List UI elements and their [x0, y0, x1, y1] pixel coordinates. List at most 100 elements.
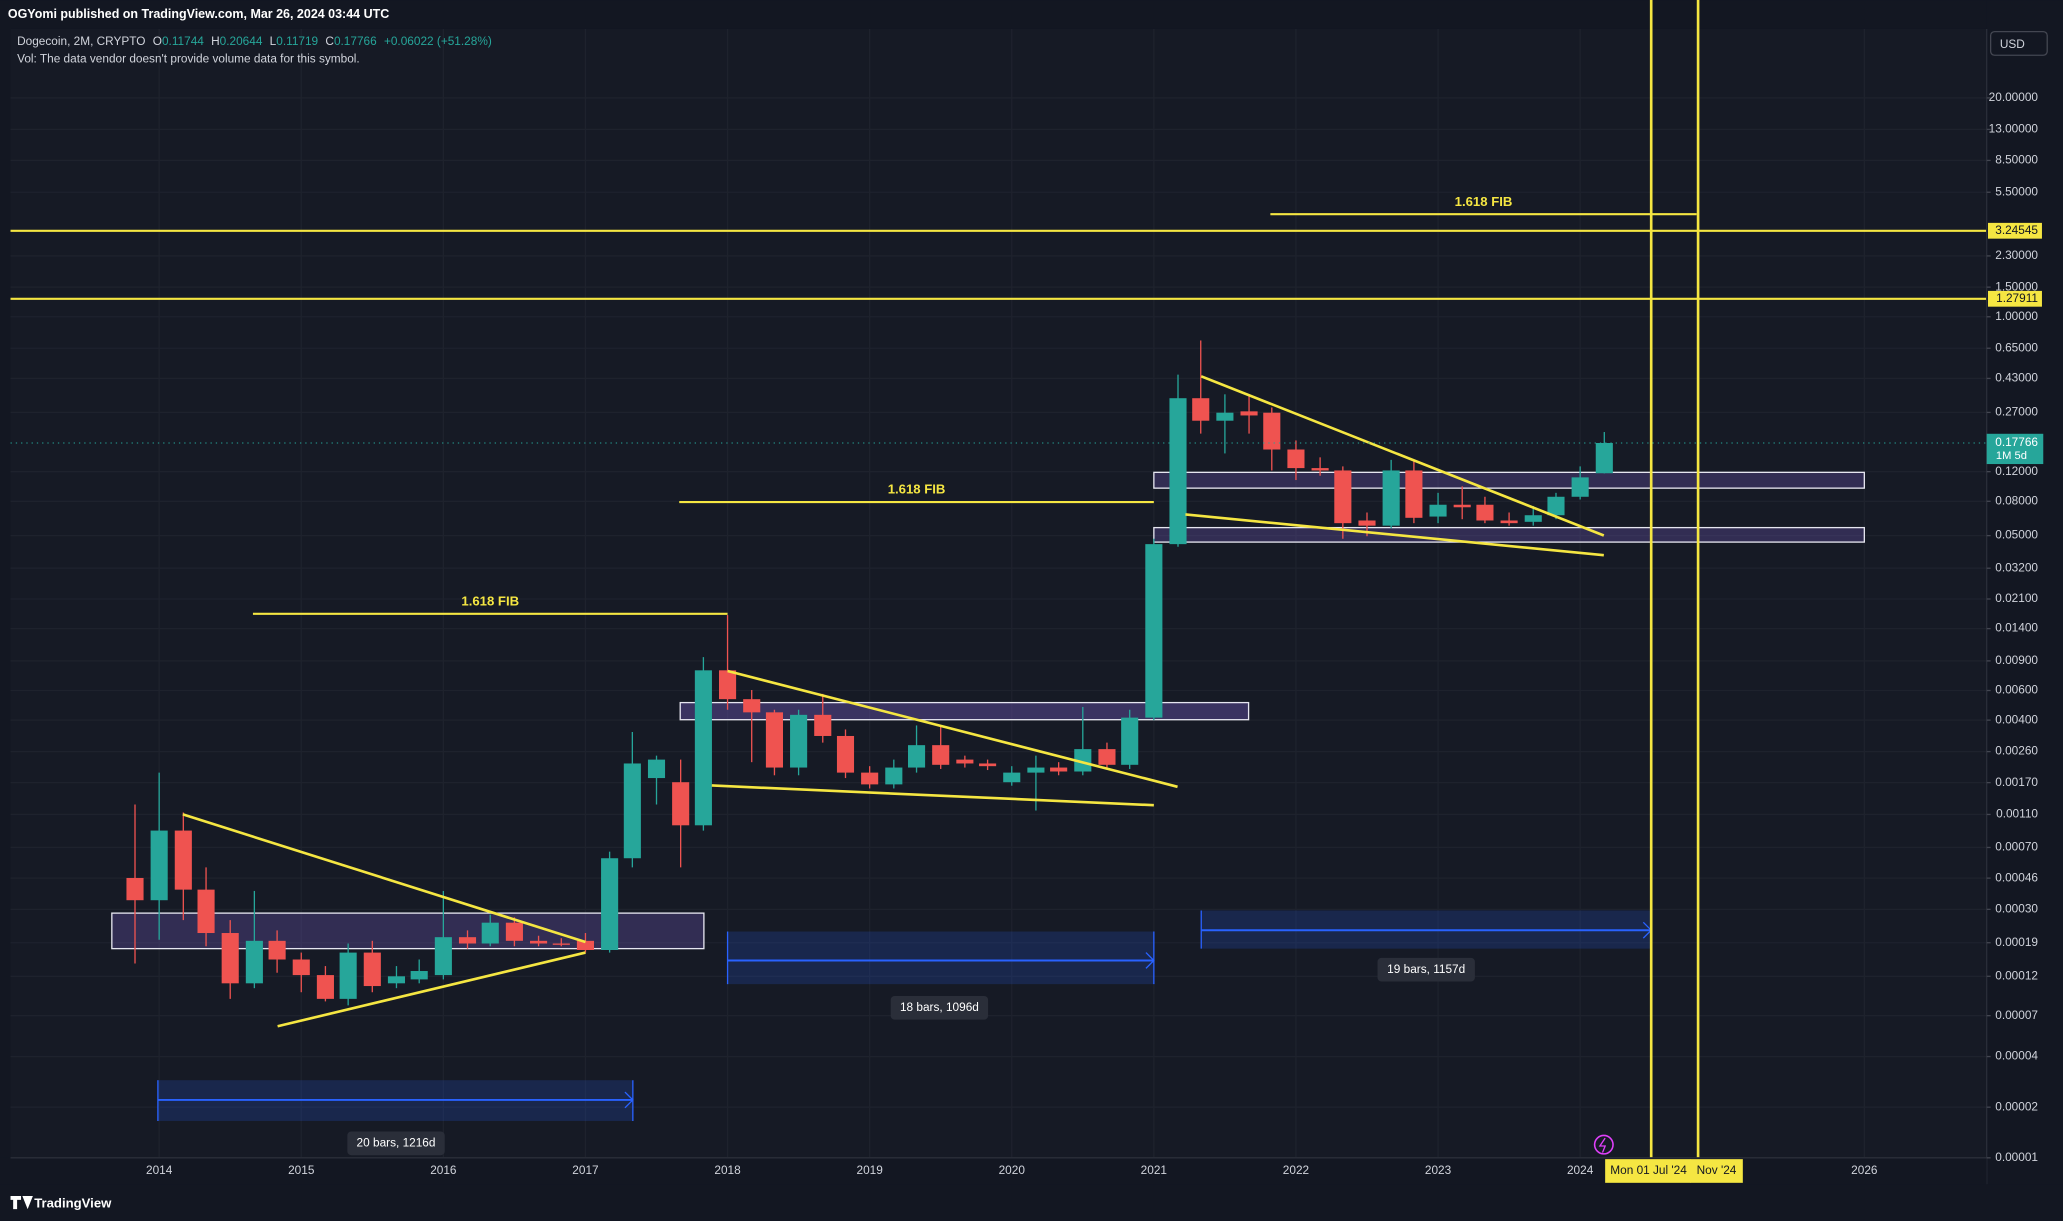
y-tick-label: 0.00046 [1995, 870, 2038, 884]
fib-label: 1.618 FIB [461, 593, 519, 608]
last-price: 0.17766 [1995, 435, 2038, 449]
symbol-legend: Dogecoin, 2M, CRYPTO O0.11744 H0.20644 L… [17, 34, 492, 48]
y-tick-label: 0.00019 [1995, 935, 2038, 949]
y-tick-label: 0.00030 [1995, 901, 2038, 915]
event-icon[interactable] [1593, 1134, 1614, 1155]
y-tick-label: 0.01400 [1995, 621, 2038, 635]
ohlc-letter: C [325, 34, 334, 48]
candle-body [1382, 470, 1400, 526]
candle-body [719, 670, 737, 700]
trendline [727, 669, 1178, 789]
candle-body [552, 943, 570, 945]
grid [10, 28, 1987, 1159]
price-label-box [1988, 290, 2042, 307]
trendline [1200, 375, 1605, 537]
x-tick-label: 2026 [1851, 1163, 1878, 1177]
time-label-box [1605, 1159, 1691, 1183]
candle-body [1074, 749, 1092, 772]
time-label: Nov '24 [1697, 1163, 1737, 1177]
candle-body [1027, 767, 1045, 773]
y-tick-label: 0.00170 [1995, 775, 2038, 789]
ohlc-letter: L [270, 34, 277, 48]
currency[interactable]: USD [2000, 37, 2025, 51]
y-tick-label: 0.00012 [1995, 968, 2038, 982]
candle-body [885, 767, 903, 785]
price-label-box [1988, 222, 2042, 239]
y-tick-label: 20.00000 [1989, 90, 2039, 104]
candle-body [410, 971, 428, 980]
candle-body [245, 940, 263, 984]
y-tick-label: 0.43000 [1995, 371, 2038, 385]
zone [679, 701, 1250, 721]
candle-body [221, 933, 239, 984]
ohlc-letter: O [153, 34, 162, 48]
countdown: 1M 5d [1996, 450, 2027, 462]
y-tick-label: 0.00110 [1996, 807, 2038, 821]
candle-body [1429, 504, 1447, 517]
candle-body [979, 763, 997, 767]
x-tick-label: 2024 [1567, 1163, 1594, 1177]
range-label-box [347, 1131, 445, 1156]
y-tick-label: 0.65000 [1995, 340, 2038, 354]
volume-note: Vol: The data vendor doesn't provide vol… [17, 51, 360, 65]
x-tick-label: 2022 [1283, 1163, 1309, 1177]
y-tick-label: 0.00070 [1995, 840, 2038, 854]
candle-body [1169, 398, 1187, 545]
candle-body [292, 959, 310, 976]
candle-body [1453, 504, 1471, 508]
published-note: OGYomi published on TradingView.com, Mar… [8, 7, 389, 21]
trendline [182, 813, 586, 944]
time-label-box [1690, 1159, 1743, 1183]
candle-body [1358, 520, 1376, 526]
candle-body [1524, 515, 1542, 522]
ohlc-value: 0.17766 [334, 34, 377, 48]
candle-body [174, 830, 192, 890]
candle-body [1334, 470, 1352, 524]
range-label: 20 bars, 1216d [357, 1135, 436, 1149]
range-arrowhead [624, 1080, 634, 1121]
range-label: 18 bars, 1096d [900, 1000, 979, 1014]
y-tick-label: 1.50000 [1995, 279, 2038, 293]
x-tick-label: 2020 [999, 1163, 1026, 1177]
candle-body [150, 830, 168, 901]
candle-body [1121, 717, 1139, 765]
candle-body [601, 858, 619, 950]
candle-body [861, 772, 879, 785]
candle-body [790, 714, 808, 768]
candle-body [530, 940, 548, 944]
brand[interactable]: TradingView [34, 1195, 112, 1210]
candle-body [623, 763, 641, 859]
x-tick-label: 2017 [572, 1163, 598, 1177]
y-tick-label: 2.30000 [1995, 248, 2038, 262]
candle-body [1500, 520, 1518, 524]
candle-body [932, 745, 950, 765]
ohlc-value: 0.11719 [276, 34, 318, 48]
ohlc-letter: H [211, 34, 220, 48]
range-label: 19 bars, 1157d [1387, 962, 1465, 976]
candle-body [1145, 544, 1163, 718]
candle-body [1192, 398, 1210, 421]
date-ranges: 20 bars, 1216d 18 bars, 1096d 19 bars, 1… [157, 910, 1653, 1156]
fib-label: 1.618 FIB [888, 482, 946, 497]
trendline [277, 951, 586, 1028]
candle-body [387, 976, 406, 984]
y-tick-label: 5.50000 [1995, 184, 2038, 198]
price-axis [1986, 0, 2063, 1185]
candle-body [1476, 504, 1494, 521]
currency-box[interactable] [1989, 30, 2048, 56]
range-arrowhead [1145, 931, 1155, 985]
x-tick-label: 2021 [1141, 1163, 1167, 1177]
trendline [1185, 513, 1604, 557]
price-label: 1.27911 [1996, 291, 2038, 305]
brand-logo[interactable] [10, 1195, 33, 1210]
candle-body [1547, 496, 1565, 516]
candle-body [956, 759, 974, 764]
x-tick-label: 2018 [714, 1163, 741, 1177]
candle-body [126, 877, 144, 901]
time-label: Mon 01 Jul '24 [1610, 1163, 1687, 1177]
candles [126, 340, 1613, 1006]
candle-body [434, 937, 452, 976]
candle-body [576, 940, 595, 950]
axes: 2014 2015 2016 2017 2018 2019 2020 2021 2022 2023… [146, 90, 2044, 1183]
